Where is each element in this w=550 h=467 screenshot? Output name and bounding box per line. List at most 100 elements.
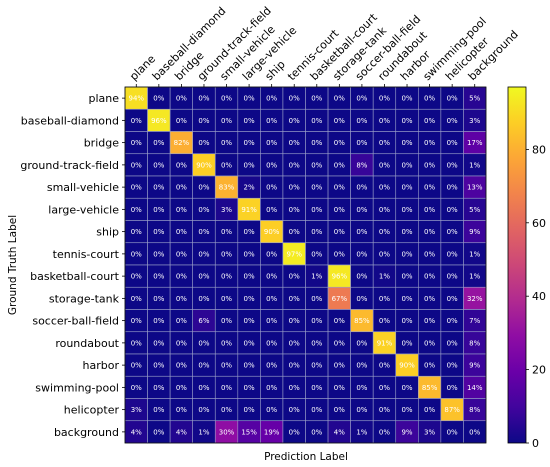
cell-value-label: 0%: [131, 384, 142, 392]
cell-value-label: 0%: [266, 161, 277, 169]
colorbar-tick-label: 40: [532, 290, 546, 303]
y-tick-label: helicopter: [64, 404, 120, 417]
cell-value-label: 0%: [221, 250, 232, 258]
y-tick-label: soccer-ball-field: [32, 315, 119, 328]
cell-value-label: 0%: [266, 406, 277, 414]
cell-value-label: 0%: [424, 317, 435, 325]
cell-value-label: 0%: [244, 228, 255, 236]
cell-value-label: 0%: [176, 184, 187, 192]
cell-value-label: 1%: [469, 250, 480, 258]
cell-value-label: 83%: [219, 184, 235, 192]
cell-value-label: 0%: [266, 139, 277, 147]
cell-value-label: 0%: [289, 95, 300, 103]
cell-value-label: 0%: [176, 117, 187, 125]
cell-value-label: 0%: [153, 339, 164, 347]
cell-value-label: 96%: [332, 273, 348, 281]
cell-value-label: 0%: [311, 161, 322, 169]
cell-value-label: 0%: [198, 295, 209, 303]
cell-value-label: 0%: [131, 339, 142, 347]
cell-value-label: 4%: [334, 428, 345, 436]
y-tick-label: ship: [96, 226, 119, 239]
cell-value-label: 0%: [379, 317, 390, 325]
y-tick-label: small-vehicle: [47, 181, 119, 194]
y-tick-label: roundabout: [55, 337, 119, 350]
cell-value-label: 6%: [198, 317, 209, 325]
cell-value-label: 0%: [311, 139, 322, 147]
cell-value-label: 0%: [221, 384, 232, 392]
cell-value-label: 0%: [469, 428, 480, 436]
cell-value-label: 0%: [424, 273, 435, 281]
cell-value-label: 0%: [153, 384, 164, 392]
cell-value-label: 5%: [469, 95, 480, 103]
cell-value-label: 0%: [176, 95, 187, 103]
cell-value-label: 0%: [221, 161, 232, 169]
cell-value-label: 0%: [356, 95, 367, 103]
cell-value-label: 0%: [289, 161, 300, 169]
cell-value-label: 0%: [424, 406, 435, 414]
cell-value-label: 0%: [221, 95, 232, 103]
cell-value-label: 0%: [447, 161, 458, 169]
cell-value-label: 0%: [289, 206, 300, 214]
cell-value-label: 0%: [266, 206, 277, 214]
cell-value-label: 0%: [153, 295, 164, 303]
cell-value-label: 30%: [219, 428, 235, 436]
cell-value-label: 0%: [266, 95, 277, 103]
cell-value-label: 0%: [401, 317, 412, 325]
cell-value-label: 0%: [244, 406, 255, 414]
cell-value-label: 0%: [153, 317, 164, 325]
cell-value-label: 17%: [467, 139, 483, 147]
cell-value-label: 90%: [264, 228, 280, 236]
cell-value-label: 82%: [174, 139, 190, 147]
cell-value-label: 0%: [153, 206, 164, 214]
cell-value-label: 0%: [447, 228, 458, 236]
cell-value-label: 0%: [447, 250, 458, 258]
cell-value-label: 0%: [221, 295, 232, 303]
y-tick-label: background: [54, 426, 119, 439]
y-axis-label: Ground Truth Label: [7, 215, 19, 315]
cell-value-label: 0%: [379, 206, 390, 214]
cell-value-label: 0%: [244, 384, 255, 392]
cell-value-label: 0%: [334, 139, 345, 147]
cell-value-label: 0%: [221, 139, 232, 147]
cell-value-label: 0%: [266, 250, 277, 258]
cell-value-label: 0%: [176, 295, 187, 303]
cell-value-label: 0%: [244, 139, 255, 147]
cell-value-label: 0%: [244, 117, 255, 125]
cell-value-label: 8%: [356, 161, 367, 169]
cell-value-label: 0%: [334, 339, 345, 347]
cell-value-label: 0%: [198, 362, 209, 370]
cell-value-label: 0%: [198, 384, 209, 392]
cell-value-label: 1%: [469, 273, 480, 281]
cell-value-label: 0%: [311, 95, 322, 103]
cell-value-label: 0%: [401, 95, 412, 103]
cell-value-label: 0%: [153, 362, 164, 370]
y-tick-label: swimming-pool: [35, 381, 119, 394]
colorbar-tick-label: 80: [532, 143, 546, 156]
cell-value-label: 0%: [424, 362, 435, 370]
cell-value-label: 0%: [198, 206, 209, 214]
cell-value-label: 0%: [356, 139, 367, 147]
cell-value-label: 0%: [334, 161, 345, 169]
cell-value-label: 90%: [399, 362, 415, 370]
cell-value-label: 0%: [176, 406, 187, 414]
cell-value-label: 0%: [401, 206, 412, 214]
cell-value-label: 0%: [221, 339, 232, 347]
cell-value-label: 32%: [467, 295, 483, 303]
cell-value-label: 0%: [356, 406, 367, 414]
cell-value-label: 0%: [311, 339, 322, 347]
cell-value-label: 0%: [176, 206, 187, 214]
cell-value-label: 0%: [153, 406, 164, 414]
cell-value-label: 0%: [356, 117, 367, 125]
cell-value-label: 0%: [198, 250, 209, 258]
cell-value-label: 0%: [424, 117, 435, 125]
cell-value-label: 0%: [311, 428, 322, 436]
cell-value-label: 14%: [467, 384, 483, 392]
cell-value-label: 0%: [447, 273, 458, 281]
cell-value-label: 0%: [153, 184, 164, 192]
cell-value-label: 0%: [244, 273, 255, 281]
cell-value-label: 7%: [469, 317, 480, 325]
cell-value-label: 0%: [447, 206, 458, 214]
cell-value-label: 0%: [334, 384, 345, 392]
cell-value-label: 0%: [244, 95, 255, 103]
cell-value-label: 0%: [379, 139, 390, 147]
